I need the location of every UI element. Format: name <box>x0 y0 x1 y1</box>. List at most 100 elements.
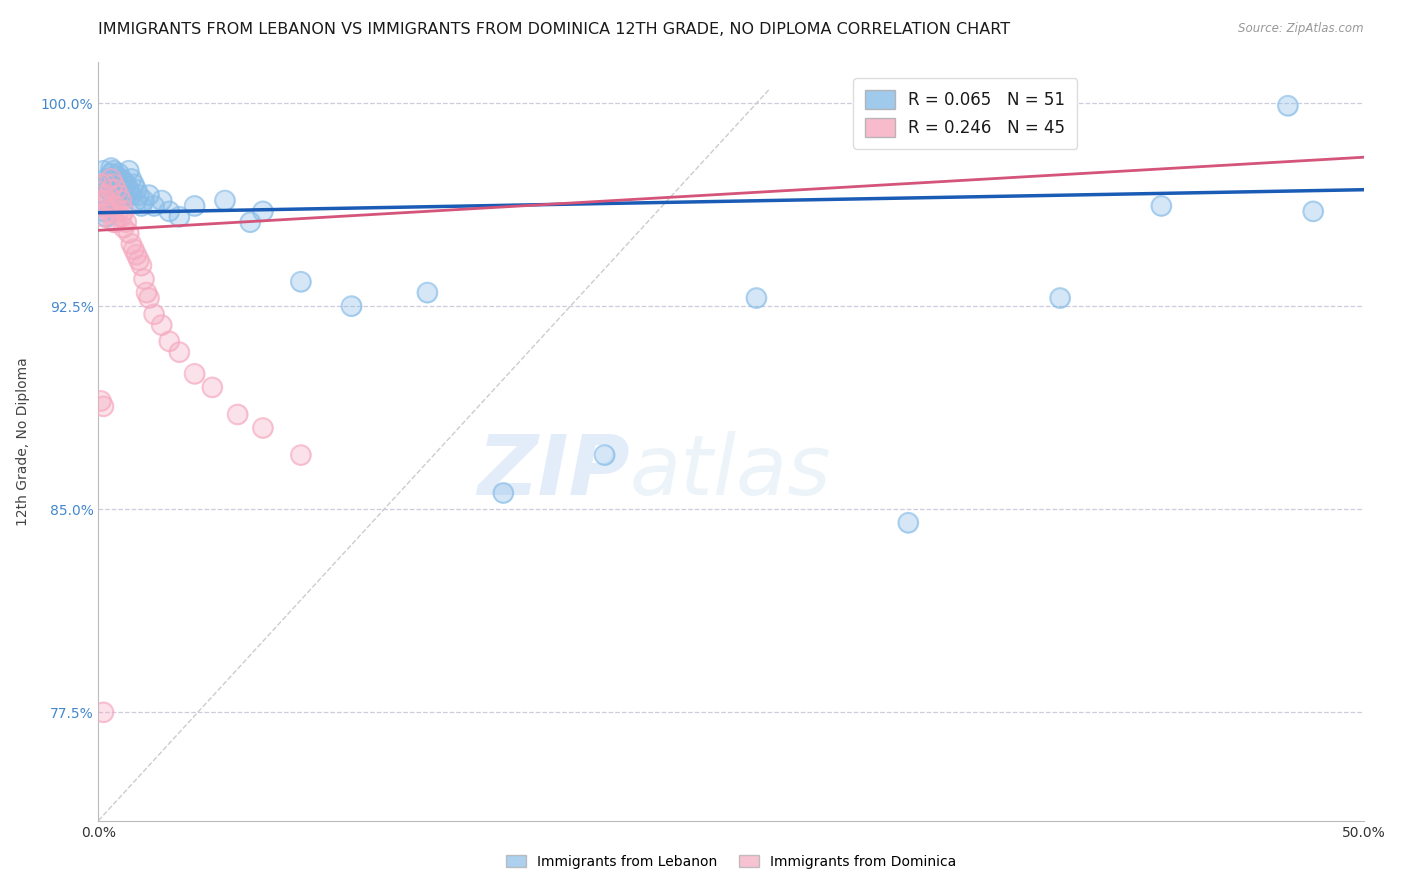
Point <box>1277 99 1299 113</box>
Point <box>157 334 180 349</box>
Point <box>1049 291 1071 305</box>
Point <box>131 259 153 273</box>
Point <box>135 285 157 300</box>
Point <box>226 408 249 422</box>
Point <box>122 242 145 256</box>
Point <box>138 291 160 305</box>
Point <box>1150 199 1173 213</box>
Point <box>90 178 112 192</box>
Point <box>745 291 768 305</box>
Point <box>252 204 274 219</box>
Point <box>132 194 155 208</box>
Point <box>93 204 115 219</box>
Point <box>132 272 155 286</box>
Point <box>97 183 120 197</box>
Point <box>112 175 135 189</box>
Point <box>150 318 173 332</box>
Point <box>120 188 142 202</box>
Point <box>150 318 173 332</box>
Point <box>100 166 122 180</box>
Point <box>97 183 120 197</box>
Point <box>143 307 166 321</box>
Point <box>103 215 125 229</box>
Point <box>93 204 115 219</box>
Point <box>105 199 128 213</box>
Point <box>169 345 191 359</box>
Point <box>593 448 616 462</box>
Point <box>122 178 145 192</box>
Point <box>157 204 180 219</box>
Point <box>1302 204 1324 219</box>
Point <box>103 178 125 192</box>
Point <box>112 188 135 202</box>
Point <box>131 259 153 273</box>
Point <box>105 215 128 229</box>
Point <box>103 163 125 178</box>
Point <box>100 161 122 175</box>
Point <box>93 163 115 178</box>
Point <box>103 178 125 192</box>
Point <box>593 448 616 462</box>
Point <box>97 188 120 202</box>
Point <box>118 183 141 197</box>
Point <box>93 706 115 720</box>
Point <box>290 448 312 462</box>
Point <box>157 334 180 349</box>
Point <box>112 183 135 197</box>
Point <box>103 215 125 229</box>
Point <box>115 215 138 229</box>
Point <box>93 210 115 224</box>
Point <box>169 210 191 224</box>
Point <box>103 163 125 178</box>
Point <box>290 275 312 289</box>
Point <box>110 183 132 197</box>
Point <box>94 178 117 192</box>
Point <box>115 178 138 192</box>
Point <box>128 253 150 268</box>
Point <box>105 215 128 229</box>
Point <box>107 166 129 180</box>
Point <box>131 199 153 213</box>
Point <box>128 188 150 202</box>
Point <box>105 183 128 197</box>
Point <box>93 188 115 202</box>
Point <box>1049 291 1071 305</box>
Text: Source: ZipAtlas.com: Source: ZipAtlas.com <box>1239 22 1364 36</box>
Point <box>112 204 135 219</box>
Point <box>214 194 236 208</box>
Point <box>112 220 135 235</box>
Point <box>107 204 129 219</box>
Point <box>105 183 128 197</box>
Point <box>110 172 132 186</box>
Point <box>110 183 132 197</box>
Point <box>125 183 148 197</box>
Point <box>120 236 142 251</box>
Point <box>112 188 135 202</box>
Point <box>143 199 166 213</box>
Point <box>143 307 166 321</box>
Point <box>105 183 128 197</box>
Point <box>1302 204 1324 219</box>
Point <box>143 199 166 213</box>
Point <box>100 199 122 213</box>
Point <box>103 178 125 192</box>
Point <box>100 166 122 180</box>
Point <box>97 204 120 219</box>
Point <box>90 393 112 408</box>
Point <box>239 215 262 229</box>
Point <box>416 285 439 300</box>
Point <box>125 248 148 262</box>
Point <box>118 183 141 197</box>
Point <box>107 188 129 202</box>
Point <box>132 194 155 208</box>
Point <box>226 408 249 422</box>
Point <box>105 183 128 197</box>
Point <box>416 285 439 300</box>
Point <box>897 516 920 530</box>
Point <box>120 236 142 251</box>
Point <box>118 226 141 240</box>
Point <box>125 194 148 208</box>
Point <box>100 183 122 197</box>
Point <box>105 199 128 213</box>
Point <box>201 380 224 394</box>
